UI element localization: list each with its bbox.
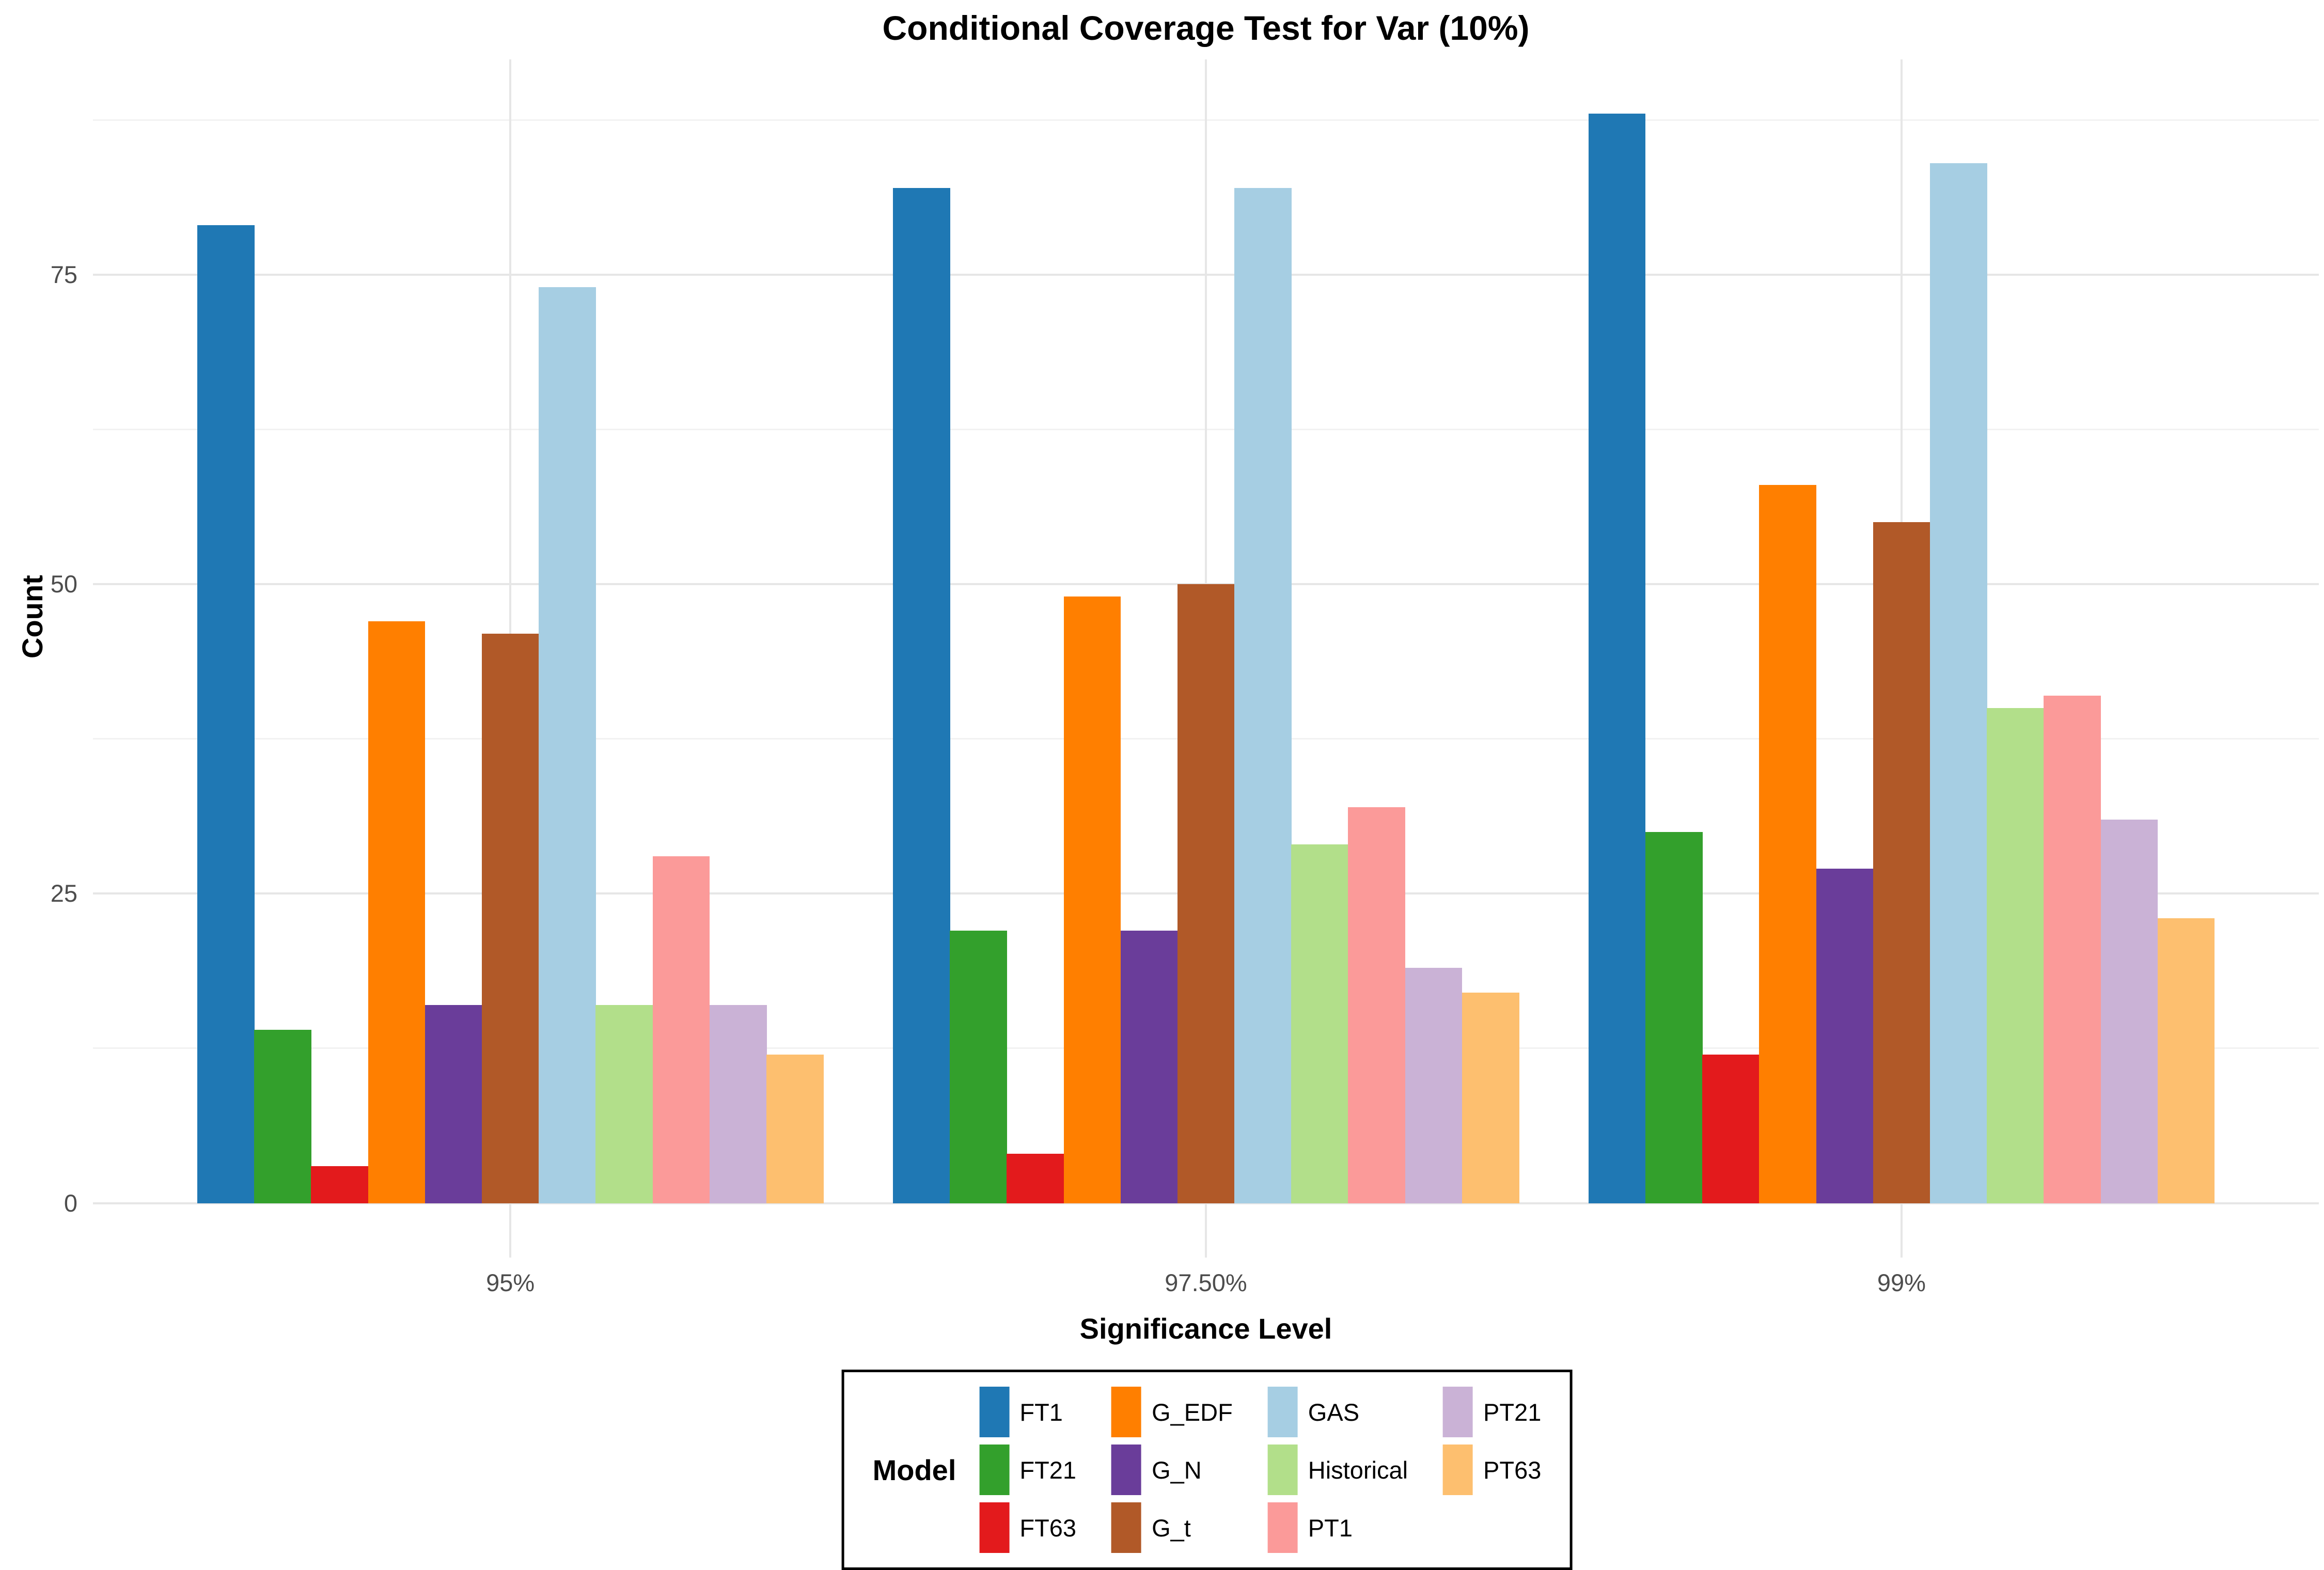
legend-label-G_EDF: G_EDF [1152, 1398, 1233, 1426]
bar-FT21-99% [1645, 831, 1703, 1203]
legend-label-G_N: G_N [1152, 1456, 1202, 1484]
bar-GAS-95% [539, 287, 596, 1203]
legend-swatch-GAS [1267, 1387, 1298, 1437]
y-tick-label-25: 25 [50, 880, 77, 907]
x-axis-title: Significance Level [1079, 1312, 1332, 1345]
legend-entries: FT1 FT21 FT63 G_EDF G_N G_t GAS Historical PT1 PT… [979, 1387, 1541, 1553]
x-tick-label-95%: 95% [486, 1269, 535, 1296]
legend-swatch-PT21 [1443, 1387, 1473, 1437]
legend-swatch-FT21 [979, 1445, 1010, 1495]
bar-G_t-99% [1873, 522, 1930, 1203]
bar-G_t-97.50% [1177, 584, 1235, 1203]
bar-FT21-95% [254, 1030, 311, 1203]
plot-panel [93, 59, 2319, 1258]
bar-FT63-97.50% [1007, 1153, 1064, 1203]
legend-swatch-G_N [1111, 1445, 1142, 1495]
chart-title: Conditional Coverage Test for Var (10%) [882, 9, 1530, 47]
bar-PT63-97.50% [1462, 993, 1519, 1203]
legend-swatch-PT1 [1267, 1502, 1298, 1553]
legend-swatch-PT63 [1443, 1445, 1473, 1495]
legend-key-G_t: G_t [1111, 1502, 1233, 1553]
y-tick-label-50: 50 [50, 570, 77, 598]
legend-label-GAS: GAS [1308, 1398, 1360, 1426]
legend: Model FT1 FT21 FT63 G_EDF G_N G_t GAS Historica… [841, 1370, 1573, 1570]
bar-FT1-99% [1588, 114, 1646, 1203]
legend-swatch-G_EDF [1111, 1387, 1142, 1437]
legend-label-FT21: FT21 [1019, 1456, 1077, 1484]
legend-label-FT63: FT63 [1019, 1514, 1077, 1542]
bar-PT63-99% [2157, 918, 2215, 1203]
y-tick-label-75: 75 [50, 261, 77, 289]
legend-key-PT21: PT21 [1443, 1387, 1541, 1437]
legend-label-PT1: PT1 [1308, 1514, 1353, 1542]
y-tick-label-0: 0 [64, 1189, 77, 1217]
legend-swatch-G_t [1111, 1502, 1142, 1553]
legend-key-PT63: PT63 [1443, 1445, 1541, 1495]
bar-GAS-99% [1929, 163, 1987, 1203]
bar-FT1-97.50% [892, 188, 950, 1203]
bar-G_t-95% [482, 634, 539, 1203]
legend-key-GAS: GAS [1267, 1387, 1408, 1437]
bar-Historical-99% [1987, 708, 2044, 1203]
legend-key-Historical: Historical [1267, 1445, 1408, 1495]
legend-label-G_t: G_t [1152, 1514, 1191, 1542]
legend-label-Historical: Historical [1308, 1456, 1408, 1484]
bar-G_N-95% [425, 1005, 482, 1203]
bar-FT1-95% [197, 225, 255, 1203]
bar-FT63-95% [311, 1166, 369, 1203]
legend-label-FT1: FT1 [1019, 1398, 1063, 1426]
x-tick-label-97.50%: 97.50% [1165, 1269, 1247, 1296]
legend-key-G_EDF: G_EDF [1111, 1387, 1233, 1437]
bar-G_N-97.50% [1120, 931, 1178, 1203]
bar-FT63-99% [1702, 1054, 1760, 1203]
legend-label-PT63: PT63 [1483, 1456, 1542, 1484]
bar-Historical-95% [595, 1005, 653, 1203]
bar-G_EDF-95% [368, 621, 426, 1203]
bar-PT21-97.50% [1405, 968, 1463, 1203]
legend-key-G_N: G_N [1111, 1445, 1233, 1495]
legend-key-PT1: PT1 [1267, 1502, 1408, 1553]
x-tick-label-99%: 99% [1877, 1269, 1926, 1296]
legend-swatch-Historical [1267, 1445, 1298, 1495]
bar-GAS-97.50% [1234, 188, 1292, 1203]
bar-PT21-99% [2100, 819, 2158, 1203]
legend-swatch-FT63 [979, 1502, 1010, 1553]
bar-PT1-99% [2044, 695, 2101, 1203]
bar-PT21-95% [709, 1005, 767, 1203]
legend-title: Model [872, 1453, 956, 1486]
bar-PT63-95% [766, 1054, 824, 1203]
legend-key-FT21: FT21 [979, 1445, 1076, 1495]
bar-Historical-97.50% [1291, 844, 1348, 1203]
bar-G_EDF-97.50% [1063, 596, 1121, 1203]
bar-G_EDF-99% [1759, 485, 1817, 1203]
bar-PT1-95% [652, 856, 710, 1203]
bar-G_N-99% [1816, 869, 1874, 1203]
bar-FT21-97.50% [950, 931, 1007, 1203]
legend-key-FT63: FT63 [979, 1502, 1076, 1553]
legend-swatch-FT1 [979, 1387, 1010, 1437]
legend-key-FT1: FT1 [979, 1387, 1076, 1437]
bar-PT1-97.50% [1348, 807, 1406, 1203]
legend-label-PT21: PT21 [1483, 1398, 1542, 1426]
